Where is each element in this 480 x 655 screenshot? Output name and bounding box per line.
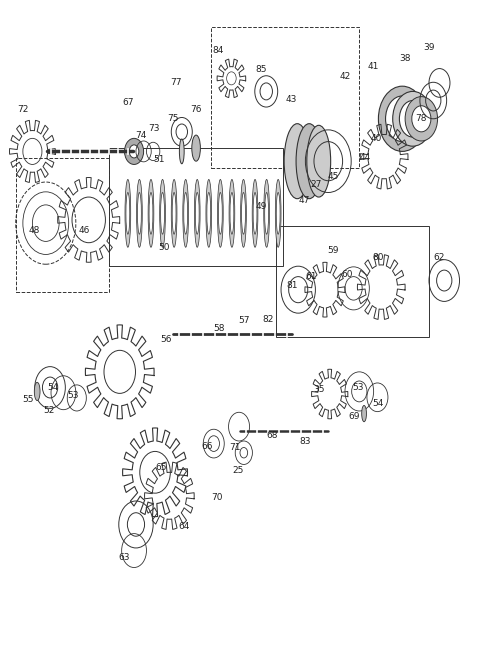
Text: 57: 57: [238, 316, 250, 326]
Text: 82: 82: [262, 314, 274, 324]
Text: 63: 63: [119, 553, 130, 561]
Text: 44: 44: [360, 153, 371, 162]
Bar: [211, 28, 360, 168]
Text: 75: 75: [168, 114, 179, 123]
Text: 65: 65: [156, 463, 167, 472]
Ellipse shape: [192, 135, 200, 161]
Ellipse shape: [229, 179, 235, 248]
Ellipse shape: [253, 193, 257, 234]
Text: 51: 51: [153, 155, 165, 164]
Ellipse shape: [218, 193, 222, 234]
Text: 74: 74: [135, 130, 146, 140]
Text: 45: 45: [327, 172, 339, 181]
Circle shape: [412, 105, 431, 132]
Ellipse shape: [184, 193, 188, 234]
Ellipse shape: [307, 125, 331, 197]
Text: 72: 72: [17, 105, 28, 113]
Text: 60: 60: [342, 269, 353, 278]
Text: 47: 47: [299, 196, 310, 205]
Text: 25: 25: [232, 466, 243, 476]
Ellipse shape: [206, 179, 212, 248]
Text: 48: 48: [28, 227, 39, 235]
Text: 84: 84: [213, 46, 224, 55]
Circle shape: [385, 96, 419, 141]
Circle shape: [405, 97, 438, 141]
Text: 54: 54: [372, 399, 384, 407]
Text: 55: 55: [22, 395, 34, 403]
Ellipse shape: [183, 179, 189, 248]
Text: 62: 62: [434, 253, 445, 261]
Text: 38: 38: [399, 54, 410, 64]
Text: 64: 64: [178, 522, 190, 531]
Ellipse shape: [276, 179, 281, 248]
Text: 49: 49: [256, 202, 267, 212]
Bar: [109, 148, 283, 265]
Circle shape: [393, 92, 433, 146]
Circle shape: [129, 145, 139, 158]
Text: 68: 68: [267, 430, 278, 440]
Text: 78: 78: [416, 114, 427, 123]
Text: 42: 42: [339, 72, 350, 81]
Text: 67: 67: [122, 98, 133, 107]
Ellipse shape: [276, 193, 280, 234]
Text: 43: 43: [286, 95, 297, 103]
Ellipse shape: [230, 193, 234, 234]
Bar: [16, 158, 109, 291]
Circle shape: [378, 86, 426, 151]
Ellipse shape: [217, 179, 223, 248]
Ellipse shape: [171, 179, 177, 248]
Ellipse shape: [34, 383, 40, 401]
Ellipse shape: [194, 179, 200, 248]
Text: 81: 81: [287, 280, 298, 290]
Text: 40: 40: [371, 134, 382, 143]
Ellipse shape: [161, 193, 165, 234]
Circle shape: [399, 100, 426, 137]
Text: 39: 39: [423, 43, 435, 52]
Ellipse shape: [362, 405, 366, 422]
Ellipse shape: [252, 179, 258, 248]
Text: 85: 85: [256, 66, 267, 75]
Ellipse shape: [136, 179, 142, 248]
Ellipse shape: [160, 179, 166, 248]
Text: 52: 52: [43, 407, 55, 415]
Text: 41: 41: [368, 62, 379, 71]
Text: 35: 35: [313, 385, 324, 394]
Text: 69: 69: [349, 413, 360, 421]
Text: 59: 59: [327, 246, 339, 255]
Ellipse shape: [264, 193, 268, 234]
Text: 58: 58: [213, 324, 225, 333]
Text: 54: 54: [47, 383, 59, 392]
Ellipse shape: [195, 193, 199, 234]
Bar: [276, 227, 429, 337]
Ellipse shape: [264, 179, 269, 248]
Text: 56: 56: [160, 335, 172, 344]
Text: 77: 77: [170, 79, 181, 87]
Ellipse shape: [207, 193, 211, 234]
Ellipse shape: [296, 124, 323, 198]
Ellipse shape: [180, 139, 184, 164]
Text: 46: 46: [79, 227, 90, 235]
Ellipse shape: [241, 193, 245, 234]
Text: 66: 66: [202, 441, 213, 451]
Circle shape: [124, 138, 144, 164]
Ellipse shape: [149, 193, 153, 234]
Ellipse shape: [172, 193, 176, 234]
Ellipse shape: [148, 179, 154, 248]
Ellipse shape: [240, 179, 246, 248]
Ellipse shape: [137, 193, 141, 234]
Text: 27: 27: [311, 179, 322, 189]
Text: 73: 73: [148, 124, 160, 133]
Text: 76: 76: [191, 105, 202, 113]
Ellipse shape: [284, 124, 311, 198]
Text: 61: 61: [305, 272, 316, 281]
Text: 50: 50: [158, 244, 169, 252]
Ellipse shape: [126, 193, 130, 234]
Text: 71: 71: [229, 443, 241, 452]
Text: 80: 80: [372, 253, 384, 261]
Text: 53: 53: [353, 383, 364, 392]
Text: 53: 53: [67, 391, 79, 400]
Text: 83: 83: [299, 437, 311, 446]
Text: 70: 70: [211, 493, 223, 502]
Ellipse shape: [125, 179, 131, 248]
